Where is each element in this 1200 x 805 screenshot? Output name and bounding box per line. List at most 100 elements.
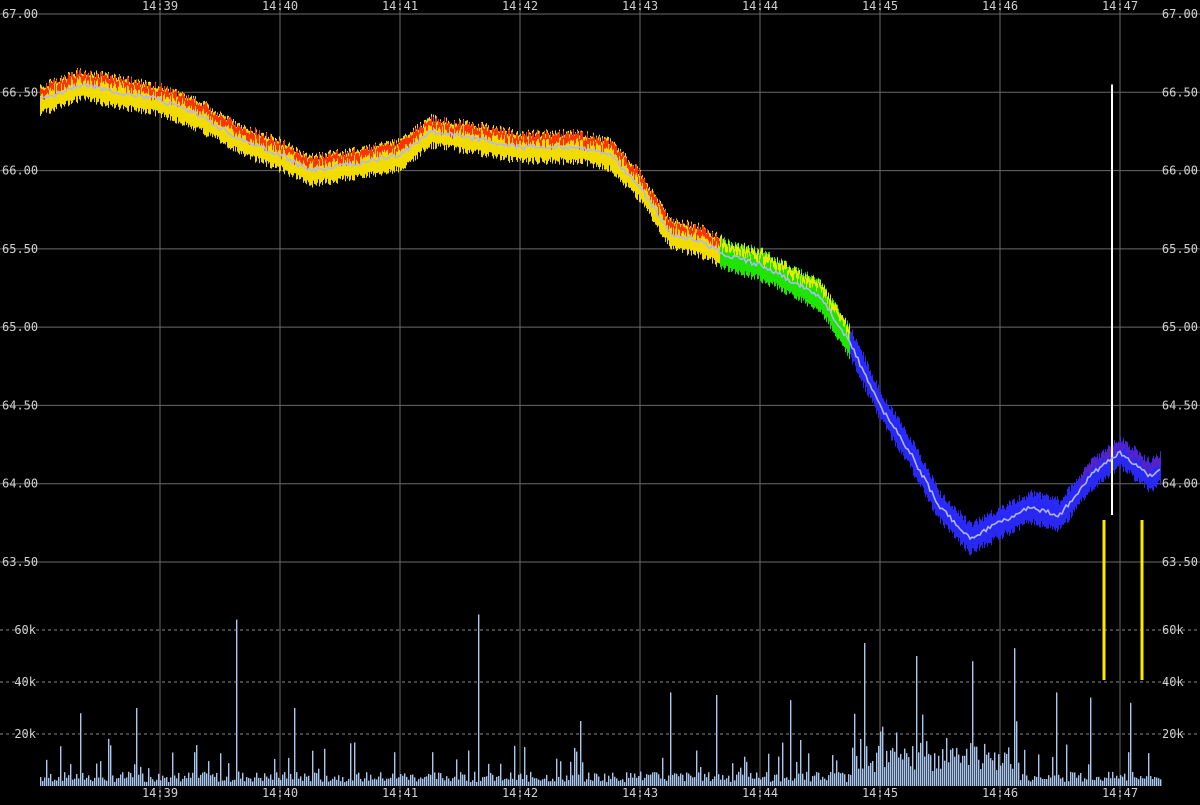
price-band-segment (668, 222, 669, 232)
price-band-segment (607, 140, 608, 149)
price-band-segment (343, 152, 344, 158)
price-band-segment (180, 92, 181, 124)
volume-bar (1016, 721, 1018, 786)
volume-bar (586, 779, 588, 786)
price-band-segment (688, 225, 689, 231)
price-band-segment (588, 138, 589, 145)
volume-bar (550, 781, 552, 786)
volume-bar (294, 708, 296, 786)
price-band-segment (730, 247, 731, 253)
price-band-segment (337, 149, 338, 184)
price-band-segment (575, 132, 576, 144)
price-band-segment (407, 137, 408, 146)
x-tick-label-bottom: 14:45 (862, 786, 898, 800)
volume-bar (828, 775, 830, 786)
volume-bar (222, 780, 224, 786)
price-band-segment (639, 168, 640, 176)
price-tick-label-right: 64.00 (1162, 477, 1198, 491)
price-band-segment (599, 136, 600, 145)
price-band-segment (1103, 449, 1104, 483)
price-band-segment (100, 73, 101, 83)
volume-bar (288, 757, 290, 786)
price-band-segment (172, 88, 173, 94)
price-band-segment (140, 87, 141, 96)
price-band-segment (512, 129, 513, 162)
volume-bar (330, 780, 332, 786)
volume-bar (402, 775, 404, 786)
price-band-segment (212, 108, 213, 138)
volume-bar (292, 779, 294, 786)
price-band-segment (659, 200, 660, 206)
price-band-segment (113, 77, 114, 104)
price-band-segment (529, 132, 530, 162)
price-band-segment (677, 224, 678, 235)
price-band-segment (824, 284, 825, 320)
price-band-segment (478, 123, 479, 155)
price-band-segment (509, 129, 510, 137)
price-band-segment (180, 96, 181, 107)
volume-bar (1070, 771, 1072, 786)
price-band-segment (393, 141, 394, 171)
price-band-segment (289, 145, 290, 152)
volume-bar (120, 774, 122, 786)
price-band-segment (285, 148, 286, 154)
volume-bar (784, 778, 786, 786)
volume-bar (440, 773, 442, 786)
price-band-segment (1148, 459, 1149, 466)
price-band-segment (890, 411, 891, 420)
price-band-segment (740, 249, 741, 257)
price-band-segment (553, 135, 554, 147)
volume-bar (560, 761, 562, 786)
price-band-segment (687, 222, 688, 227)
price-band-segment (749, 247, 750, 276)
price-band-segment (837, 304, 838, 341)
price-band-segment (771, 257, 772, 263)
price-band-segment (905, 432, 906, 440)
price-band-segment (338, 153, 339, 179)
volume-bar (1040, 777, 1042, 786)
price-band-segment (186, 97, 187, 109)
price-band-segment (968, 524, 969, 530)
price-band-segment (611, 141, 612, 146)
volume-bar (816, 772, 818, 786)
volume-bar (986, 754, 988, 786)
price-band-segment (984, 514, 985, 549)
price-band-segment (720, 235, 721, 268)
price-band-segment (195, 98, 196, 106)
price-band-segment (501, 126, 502, 135)
price-band-segment (574, 135, 575, 145)
price-band-segment (1035, 496, 1036, 503)
price-band-segment (510, 136, 511, 146)
price-band-segment (1032, 493, 1033, 503)
price-band-segment (1157, 456, 1158, 464)
price-band-segment (913, 442, 914, 452)
volume-bar (944, 760, 946, 786)
price-band-segment (956, 510, 957, 538)
volume-bar (656, 772, 658, 786)
price-band-segment (68, 73, 69, 85)
price-band-segment (474, 129, 475, 139)
price-band-segment (804, 276, 805, 299)
price-band-segment (367, 149, 368, 156)
volume-bar (1076, 777, 1078, 786)
price-band-segment (785, 260, 786, 270)
volume-bar (210, 775, 212, 786)
volume-bar (152, 779, 154, 786)
volume-bar (616, 778, 618, 786)
volume-bar (254, 777, 256, 786)
price-band-segment (216, 116, 217, 123)
price-band-segment (432, 125, 433, 131)
price-band-segment (821, 286, 822, 293)
price-band-segment (1087, 467, 1088, 473)
volume-bar (1052, 756, 1054, 786)
volume-bar (320, 779, 322, 786)
volume-bar (492, 774, 494, 786)
price-band-segment (134, 79, 135, 111)
price-band-segment (1000, 509, 1001, 517)
price-band-segment (542, 134, 543, 141)
price-band-segment (149, 81, 150, 115)
volume-bar (528, 781, 530, 786)
volume-bar (94, 777, 96, 786)
volume-bar (158, 773, 160, 786)
price-band-segment (222, 116, 223, 127)
